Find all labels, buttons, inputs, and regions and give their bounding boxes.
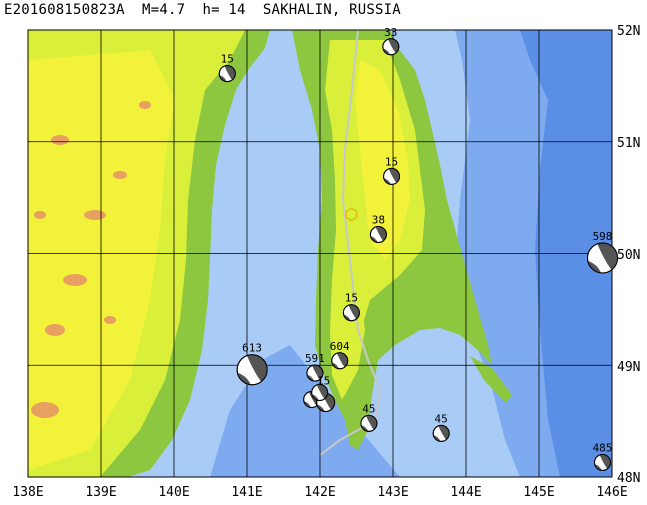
lon-label: 140E <box>158 485 189 500</box>
event-marker[interactable]: 15 <box>303 375 336 413</box>
event-marker[interactable]: 598 <box>587 230 619 274</box>
depth-label: 598 <box>593 230 613 243</box>
event-marker[interactable]: 33 <box>382 26 400 56</box>
beachball-icon <box>360 414 378 432</box>
map-title: E201608150823A M=4.7 h= 14 SAKHALIN, RUS… <box>4 2 401 18</box>
beachball-icon <box>331 352 349 370</box>
focal-mechanisms: 33 15 15 38 598 15 604 613 591 15 45 45 485 <box>218 26 619 471</box>
event-marker[interactable]: 15 <box>342 292 360 322</box>
sakhalin-spit <box>470 356 512 403</box>
beachball-icon <box>218 65 236 83</box>
depth-label: 33 <box>384 26 397 39</box>
beachball-icon <box>594 453 612 471</box>
depth-label: 15 <box>221 53 234 66</box>
depth-label: 15 <box>317 375 330 388</box>
event-marker[interactable]: 485 <box>593 441 613 471</box>
lon-label: 146E <box>596 485 627 500</box>
beachball-icon <box>369 226 387 244</box>
event-marker[interactable]: 604 <box>330 340 350 370</box>
event-marker[interactable]: 613 <box>236 342 268 386</box>
beachball-icon <box>311 384 329 402</box>
lon-label: 138E <box>12 485 43 500</box>
longitude-labels: 138E 139E 140E 141E 142E 143E 144E 145E … <box>12 485 627 500</box>
latitude-labels: 52N 51N 50N 49N 48N <box>617 24 640 486</box>
event-marker[interactable]: 45 <box>432 412 450 442</box>
depth-label: 604 <box>330 340 350 353</box>
depth-label: 38 <box>372 214 385 227</box>
mainland-peaks <box>31 101 151 418</box>
beachball-icon <box>382 38 400 56</box>
beachball-icon <box>306 364 324 382</box>
beachball-icon <box>383 167 401 185</box>
lon-label: 142E <box>304 485 335 500</box>
depth-label: 45 <box>362 402 375 415</box>
lat-label: 51N <box>617 136 640 151</box>
beachball-icon <box>587 242 619 274</box>
beachball-icon <box>236 354 268 386</box>
event-marker[interactable]: 38 <box>369 214 387 244</box>
event-marker[interactable]: 15 <box>218 53 236 83</box>
lon-label: 144E <box>450 485 481 500</box>
sakhalin-highland <box>355 60 410 260</box>
lon-label: 141E <box>231 485 262 500</box>
lon-label: 143E <box>377 485 408 500</box>
beachball-icon <box>342 304 360 322</box>
event-marker[interactable]: 591 <box>305 352 325 382</box>
depth-label: 15 <box>345 292 358 305</box>
event-marker[interactable]: 15 <box>383 155 401 185</box>
beachball-icon <box>432 424 450 442</box>
lat-label: 49N <box>617 360 640 375</box>
lat-label: 48N <box>617 471 640 486</box>
lat-label: 52N <box>617 24 640 39</box>
depth-label: 591 <box>305 352 325 365</box>
lon-label: 139E <box>85 485 116 500</box>
depth-label: 485 <box>593 441 613 454</box>
lon-label: 145E <box>523 485 554 500</box>
depth-label: 613 <box>242 342 262 355</box>
depth-label: 15 <box>385 155 398 168</box>
depth-label: 45 <box>435 412 448 425</box>
lat-label: 50N <box>617 248 640 263</box>
event-marker[interactable]: 45 <box>360 402 378 432</box>
epicenter-hexagon-icon <box>345 207 358 222</box>
